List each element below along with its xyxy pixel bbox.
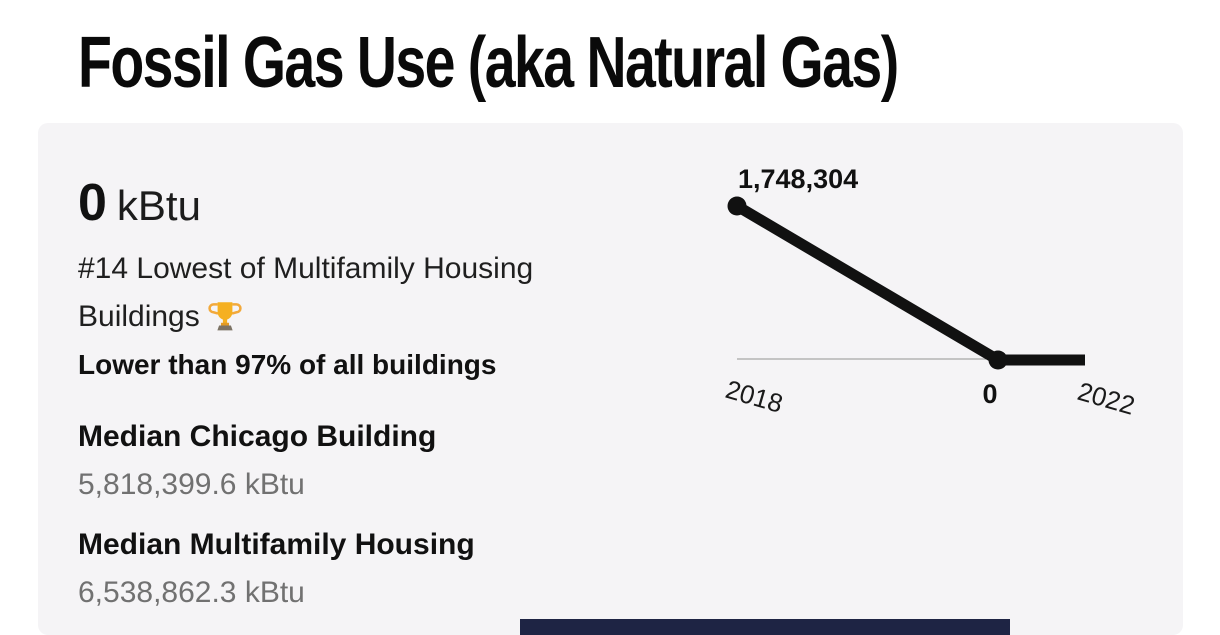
data-point-2021: [988, 350, 1008, 370]
bottom-bar-sliver: [520, 619, 1010, 635]
median-multifamily-label: Median Multifamily Housing: [78, 528, 475, 561]
data-point-2018: [727, 196, 747, 216]
rank-line-2: Buildings: [78, 300, 200, 333]
fossil-gas-stat-card: 0 kBtu #14 Lowest of Multifamily Housing …: [38, 123, 1183, 635]
zero-value-label: 0: [982, 379, 997, 409]
median-multifamily-value: 6,538,862.3 kBtu: [78, 576, 305, 609]
trophy-icon: [208, 298, 242, 349]
percentile-text: Lower than 97% of all buildings: [78, 349, 497, 380]
median-chicago-value: 5,818,399.6 kBtu: [78, 468, 305, 501]
rank-text: #14 Lowest of Multifamily Housing Buildi…: [78, 245, 638, 349]
trend-line: [734, 201, 1085, 366]
page-title: Fossil Gas Use (aka Natural Gas): [78, 23, 899, 103]
x-tick-2018: 2018: [722, 374, 786, 419]
rank-line-1: #14 Lowest of Multifamily Housing: [78, 252, 534, 285]
median-chicago-label: Median Chicago Building: [78, 420, 437, 453]
stat-unit: kBtu: [116, 182, 201, 229]
max-value-label: 1,748,304: [738, 164, 858, 194]
stat-value: 0 kBtu: [78, 173, 201, 233]
stat-number: 0: [78, 174, 107, 232]
x-tick-2022: 2022: [1074, 376, 1138, 421]
gas-use-sparkline-chart: 1,748,304 0 2018 2022: [722, 164, 1138, 421]
